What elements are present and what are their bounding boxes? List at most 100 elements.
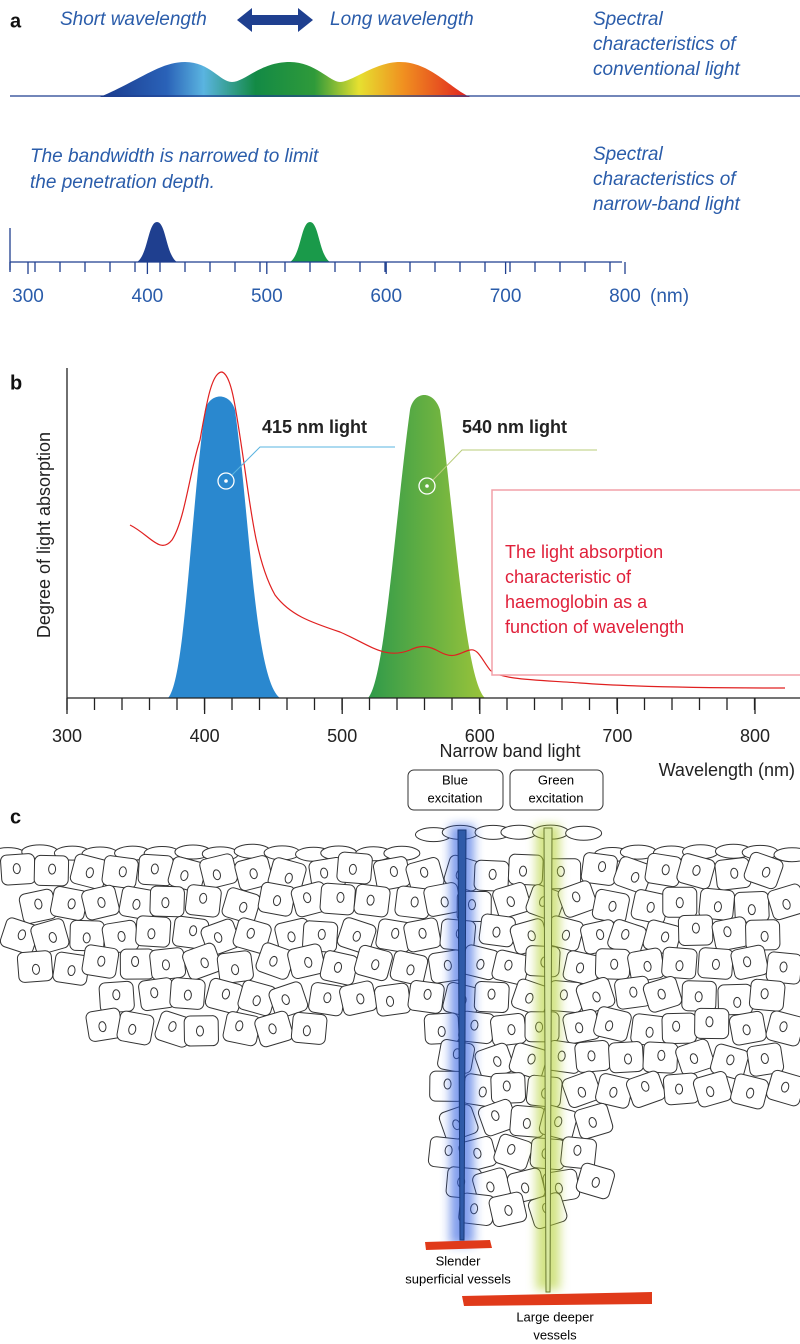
nucleus	[128, 1023, 137, 1035]
cell	[16, 950, 54, 983]
narrow-text: narrow-band light	[593, 194, 741, 215]
cell	[30, 918, 70, 955]
leader	[231, 446, 395, 476]
nucleus	[504, 1204, 513, 1216]
nucleus	[502, 1080, 511, 1092]
nucleus	[487, 988, 496, 1000]
cell-body	[257, 881, 296, 917]
cell-body	[697, 947, 734, 980]
cell	[234, 855, 274, 891]
nucleus	[713, 901, 722, 913]
nucleus	[268, 1023, 277, 1035]
cell	[287, 943, 326, 980]
nucleus	[760, 1053, 769, 1064]
slender-vessel	[425, 1240, 492, 1250]
nucleus	[117, 930, 126, 942]
blue-beam-core	[457, 829, 467, 1241]
nucleus	[12, 863, 21, 875]
note-text: characteristic of	[505, 567, 632, 587]
cell	[49, 886, 88, 921]
spectrum	[100, 62, 470, 97]
cell-body	[204, 977, 244, 1014]
tick-label: 500	[327, 726, 357, 746]
cell	[254, 1010, 294, 1048]
nucleus	[161, 897, 170, 909]
nucleus	[743, 956, 752, 968]
cell-body	[642, 975, 683, 1013]
cell-body	[336, 851, 373, 885]
cell	[33, 854, 70, 887]
cell-body	[407, 980, 445, 1014]
nucleus	[504, 959, 513, 971]
cell	[560, 1136, 597, 1170]
cell-body	[336, 917, 377, 955]
cell	[257, 881, 296, 917]
cell	[746, 1042, 785, 1077]
cell	[135, 915, 172, 948]
cell-body	[290, 1011, 328, 1045]
cell-body	[642, 1041, 679, 1074]
box-text: excitation	[428, 790, 483, 805]
nucleus	[437, 1025, 446, 1037]
cell	[594, 948, 631, 980]
cell	[204, 977, 244, 1014]
cell	[137, 853, 174, 887]
nucleus	[675, 897, 684, 909]
cell	[730, 944, 769, 980]
nucleus	[235, 1020, 244, 1032]
cell	[268, 981, 309, 1019]
cell-body	[746, 1042, 785, 1077]
haemoglobin-curve	[129, 371, 786, 689]
cell-body	[591, 888, 630, 924]
cell	[407, 980, 445, 1014]
cell	[662, 886, 698, 918]
nucleus	[302, 1025, 311, 1037]
cell-body	[676, 853, 716, 890]
cell-body	[575, 1162, 615, 1200]
long-label: Long wavelength	[330, 9, 474, 30]
cell-body	[644, 852, 683, 888]
cell	[199, 853, 238, 890]
note-text: haemoglobin as a	[505, 592, 648, 612]
cell-body	[169, 977, 206, 1010]
nucleus	[492, 926, 501, 938]
marker-dot	[425, 484, 429, 488]
nucleus	[371, 959, 380, 971]
nucleus	[478, 1086, 487, 1098]
nucleus	[418, 927, 427, 939]
blue-box	[407, 769, 504, 811]
cell	[692, 1071, 733, 1108]
cell-body	[389, 950, 429, 986]
cell	[232, 917, 272, 954]
cell	[336, 851, 373, 885]
nucleus	[661, 864, 670, 876]
conv-text: Spectral	[593, 9, 663, 30]
cell-body	[319, 950, 359, 986]
nucleus	[366, 894, 375, 906]
nucleus	[304, 956, 313, 968]
cell-body	[216, 950, 254, 984]
cell	[765, 951, 800, 985]
cell-body	[594, 948, 631, 980]
cell-body	[662, 886, 698, 918]
cell-body	[728, 1010, 767, 1046]
note-text: The bandwidth is narrowed to limit	[30, 146, 319, 167]
cell	[353, 944, 393, 982]
tick-label: 800	[609, 286, 641, 307]
nucleus	[746, 1087, 755, 1099]
unit: (nm)	[650, 286, 689, 307]
note-text: The light absorption	[505, 542, 663, 562]
nucleus	[660, 931, 670, 943]
large-vessel	[462, 1292, 652, 1306]
cell	[709, 1043, 749, 1080]
nucleus	[575, 1022, 584, 1034]
cell-body	[149, 947, 187, 981]
cell	[681, 980, 717, 1012]
cell-body	[287, 943, 326, 980]
cell	[149, 885, 185, 918]
panel-label: b	[10, 372, 22, 394]
nucleus	[760, 930, 769, 942]
nucleus	[97, 897, 106, 908]
nucleus	[675, 1083, 684, 1095]
cell-body	[560, 1136, 597, 1170]
